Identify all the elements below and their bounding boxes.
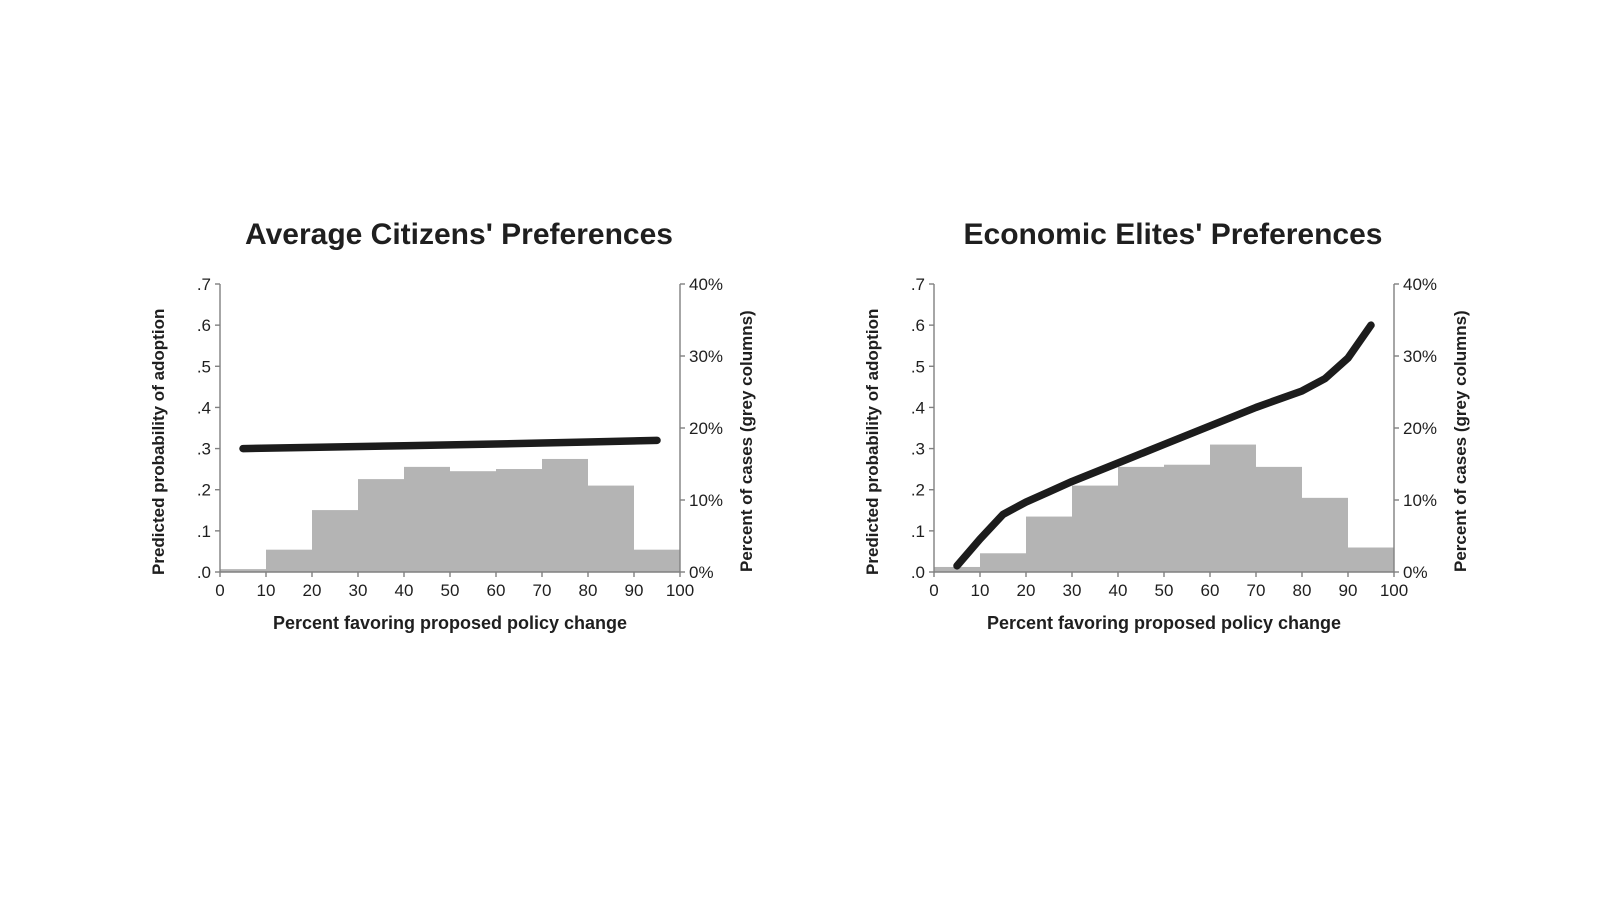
y-right-tick-label: 40% [689,275,723,294]
x-tick-label: 80 [579,581,598,600]
probability-line [239,436,661,453]
y-right-tick-label: 20% [689,419,723,438]
x-tick-label: 70 [533,581,552,600]
y-right-tick-label: 10% [1403,491,1437,510]
histogram-bar [220,569,266,572]
histogram-bar [266,549,312,572]
y-left-tick-label: .6 [911,316,925,335]
x-tick-label: 20 [1017,581,1036,600]
y-left-tick-label: .3 [197,440,211,459]
y-left-tick-label: .7 [911,275,925,294]
y-right-tick-label: 30% [689,347,723,366]
y-axis-label-right: Percent of cases (grey columns) [1451,310,1470,573]
y-axis-label-left: Predicted probability of adoption [863,308,882,575]
x-tick-label: 10 [971,581,990,600]
y-left-tick-label: .2 [197,481,211,500]
probability-line [953,321,1375,570]
x-tick-label: 40 [395,581,414,600]
x-tick-label: 90 [625,581,644,600]
plot-row: Predicted probability of adoption .0 .1 .2… [863,274,1482,609]
histogram-bar [358,479,404,572]
x-tick-label: 100 [666,581,694,600]
y-right-tick-label: 0% [1403,563,1428,582]
y-left-tick-label: .7 [197,275,211,294]
x-tick-label: 20 [303,581,322,600]
y-right-tick-label: 20% [1403,419,1437,438]
histogram-bar [312,510,358,572]
x-tick-label: 30 [349,581,368,600]
histogram-bar [1348,547,1394,572]
x-tick-label: 60 [1201,581,1220,600]
y-axis-label-right: Percent of cases (grey columns) [737,310,756,573]
y-right-tick-label: 30% [1403,347,1437,366]
chart-canvas-economic-elites: .0 .1 .2 .3 .4 .5 .6 .7 0% 10% 20% 30% 40% 0 10 20 30 40 5… [911,275,1437,600]
x-tick-label: 10 [257,581,276,600]
figure-policy-adoption: Average Citizens' Preferences Predicted … [149,218,1482,634]
x-tick-label: 70 [1247,581,1266,600]
histogram-bar [980,553,1026,572]
histogram-bar [496,469,542,572]
x-tick-label: 50 [441,581,460,600]
histogram-bar [1072,485,1118,572]
histogram-bar [1256,466,1302,572]
y-left-tick-label: .4 [911,398,925,417]
plot-row: Predicted probability of adoption .0 .1 .2… [149,274,768,609]
x-tick-label: 90 [1339,581,1358,600]
histogram-bar [634,549,680,572]
histogram-bar [1118,466,1164,572]
y-left-tick-label: .1 [197,522,211,541]
x-tick-label: 0 [215,581,224,600]
y-left-tick-label: .0 [911,563,925,582]
y-left-tick-label: .0 [197,563,211,582]
histogram-bar [404,466,450,572]
y-right-tick-label: 0% [689,563,714,582]
chart-title: Economic Elites' Preferences [963,218,1383,251]
x-axis-label: Percent favoring proposed policy change [986,613,1342,633]
x-tick-label: 40 [1109,581,1128,600]
y-left-tick-label: .5 [911,357,925,376]
histogram-bar [1164,464,1210,572]
histogram-bar [588,485,634,572]
y-left-tick-label: .3 [911,440,925,459]
x-axis-label: Percent favoring proposed policy change [272,613,628,633]
y-right-tick-label: 40% [1403,275,1437,294]
chart-panel-average-citizens: Average Citizens' Preferences Predicted … [149,218,768,634]
y-right-tick-label: 10% [689,491,723,510]
histogram-bar [1026,516,1072,572]
histogram-bar [542,458,588,572]
histogram-bar [450,471,496,572]
chart-panel-economic-elites: Economic Elites' Preferences Predicted p… [863,218,1482,634]
x-tick-label: 80 [1293,581,1312,600]
x-tick-label: 100 [1380,581,1408,600]
x-tick-label: 30 [1063,581,1082,600]
chart-title: Average Citizens' Preferences [245,218,673,251]
histogram-bar [1210,444,1256,572]
y-left-tick-label: .6 [197,316,211,335]
y-left-tick-label: .5 [197,357,211,376]
y-axis-label-left: Predicted probability of adoption [149,308,168,575]
histogram-bar [1302,497,1348,572]
x-tick-label: 50 [1155,581,1174,600]
y-left-tick-label: .1 [911,522,925,541]
x-tick-label: 60 [487,581,506,600]
y-left-tick-label: .4 [197,398,211,417]
x-tick-label: 0 [929,581,938,600]
y-left-tick-label: .2 [911,481,925,500]
chart-canvas-average-citizens: .0 .1 .2 .3 .4 .5 .6 .7 0% 10% 20% 30% 40% 0 10 20 30 40 5… [197,275,723,600]
